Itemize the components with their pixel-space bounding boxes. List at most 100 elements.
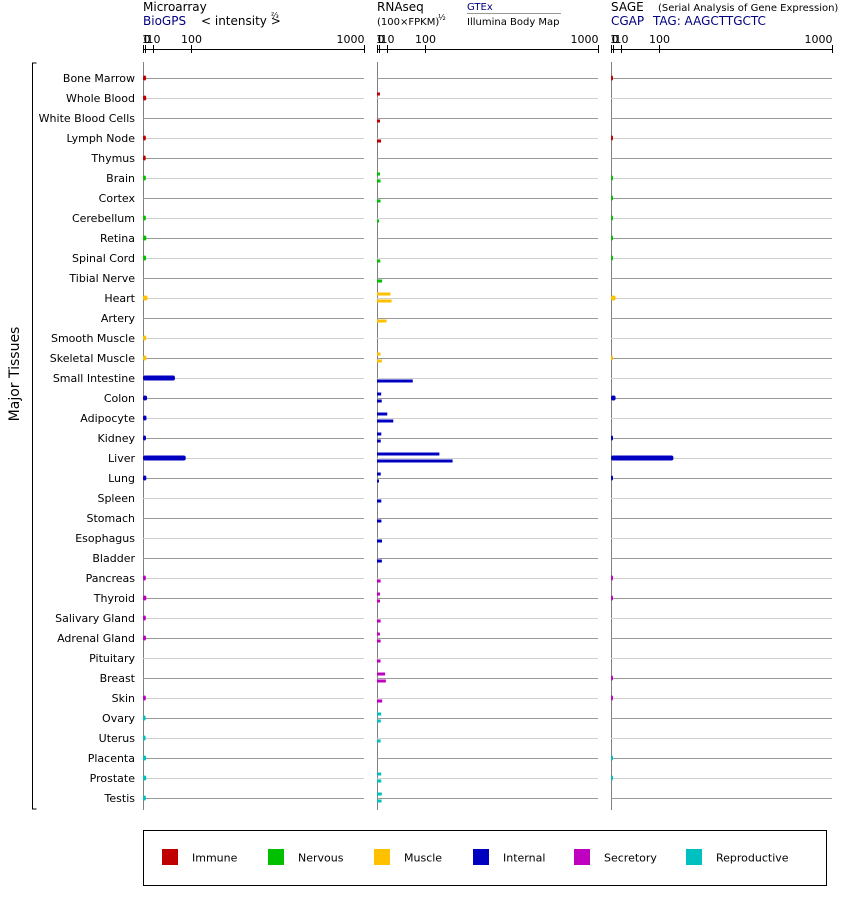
tissue-label: Spleen bbox=[97, 492, 135, 505]
rnaseq-title: RNAseq bbox=[377, 0, 424, 14]
tick-label: 10 bbox=[147, 33, 161, 46]
expression-bar bbox=[611, 215, 613, 221]
expression-bar bbox=[143, 75, 147, 81]
expression-bar bbox=[377, 659, 381, 663]
expression-bar bbox=[143, 95, 147, 101]
expression-bar bbox=[143, 455, 186, 461]
expression-bar bbox=[143, 335, 147, 341]
expression-bar bbox=[143, 395, 148, 401]
tissue-label: Breast bbox=[100, 672, 136, 685]
expression-bar bbox=[377, 679, 386, 683]
expression-bar bbox=[611, 235, 613, 241]
microarray-scale-exponent: ⅔ bbox=[271, 11, 279, 20]
tissue-label: Lymph Node bbox=[66, 132, 135, 145]
tissue-bracket bbox=[32, 62, 37, 810]
tick-label: 1000 bbox=[805, 33, 833, 46]
legend-swatch-muscle bbox=[374, 849, 390, 865]
sage-subtitle: (Serial Analysis of Gene Expression) bbox=[658, 3, 838, 14]
tissue-label: Bone Marrow bbox=[63, 72, 135, 85]
legend-label-secretory: Secretory bbox=[604, 852, 657, 865]
legend-swatch-immune bbox=[162, 849, 178, 865]
expression-bar bbox=[377, 619, 381, 623]
tick-label: 1 bbox=[142, 33, 149, 46]
tissue-label: Adipocyte bbox=[80, 412, 135, 425]
expression-bar bbox=[377, 179, 381, 183]
expression-bar bbox=[377, 432, 382, 436]
microarray-source: BioGPS bbox=[143, 14, 186, 28]
expression-bar bbox=[377, 199, 381, 203]
legend-swatch-secretory bbox=[574, 849, 590, 865]
expression-bar bbox=[377, 139, 382, 143]
expression-bar bbox=[143, 135, 146, 141]
panel-headers: Microarray BioGPS < intensity > ⅔ RNAseq… bbox=[143, 0, 838, 28]
tissue-label: Smooth Muscle bbox=[51, 332, 135, 345]
tissue-label: Skeletal Muscle bbox=[50, 352, 135, 365]
expression-bar bbox=[377, 479, 379, 483]
rnaseq-gtex-label: GTEx bbox=[467, 2, 493, 13]
tissue-label: Ovary bbox=[102, 712, 135, 725]
legend-label-immune: Immune bbox=[192, 852, 238, 865]
expression-bar bbox=[377, 499, 382, 503]
expression-bar bbox=[611, 475, 613, 481]
tissue-label: Uterus bbox=[99, 732, 136, 745]
legend-swatch-internal bbox=[473, 849, 489, 865]
expression-bar bbox=[143, 575, 146, 581]
legend-label-reproductive: Reproductive bbox=[716, 852, 789, 865]
tissue-label: White Blood Cells bbox=[39, 112, 136, 125]
expression-bar bbox=[611, 175, 613, 181]
expression-bar bbox=[377, 519, 382, 523]
expression-bar bbox=[377, 392, 382, 396]
expression-bar bbox=[611, 455, 674, 461]
expression-bar bbox=[611, 695, 613, 701]
tick-label: 0 bbox=[612, 33, 619, 46]
tissue-label: Thymus bbox=[90, 152, 135, 165]
tick-label: 1000 bbox=[337, 33, 365, 46]
tissue-label: Colon bbox=[104, 392, 135, 405]
microarray-title: Microarray bbox=[143, 0, 207, 14]
expression-bar bbox=[377, 172, 381, 176]
expression-bar bbox=[377, 299, 392, 303]
expression-bar bbox=[377, 792, 382, 796]
expression-bar bbox=[377, 719, 381, 723]
tissue-labels: Bone Marrow Whole Blood White Blood Cells L… bbox=[39, 72, 136, 805]
expression-bar bbox=[143, 175, 146, 181]
sage-source: CGAP bbox=[611, 14, 644, 28]
tissue-label: Placenta bbox=[88, 752, 135, 765]
expression-bar bbox=[143, 295, 148, 301]
expression-bar bbox=[377, 712, 382, 716]
tissue-label: Spinal Cord bbox=[72, 252, 135, 265]
tissue-label: Retina bbox=[100, 232, 135, 245]
expression-bar bbox=[143, 775, 147, 781]
legend-swatch-reproductive bbox=[686, 849, 702, 865]
expression-bar bbox=[143, 615, 146, 621]
expression-bar bbox=[611, 295, 616, 301]
expression-bar bbox=[377, 379, 413, 383]
expression-bar bbox=[377, 639, 381, 643]
expression-bar bbox=[611, 775, 613, 781]
expression-bar bbox=[143, 735, 146, 741]
expression-bar bbox=[377, 419, 394, 423]
expression-bar bbox=[611, 395, 616, 401]
expression-bar bbox=[143, 635, 147, 641]
expression-bar bbox=[377, 412, 388, 416]
legend-label-muscle: Muscle bbox=[404, 852, 442, 865]
expression-bar bbox=[611, 255, 613, 261]
legend-label-nervous: Nervous bbox=[298, 852, 344, 865]
expression-bar bbox=[377, 599, 381, 603]
expression-bar bbox=[143, 235, 147, 241]
expression-bar bbox=[377, 699, 383, 703]
tick-label: 10 bbox=[381, 33, 395, 46]
rnaseq-scale-exponent: ½ bbox=[438, 13, 446, 22]
expression-bar bbox=[377, 779, 382, 783]
tissue-label: Adrenal Gland bbox=[57, 632, 135, 645]
expression-bar bbox=[143, 215, 146, 221]
expression-bar bbox=[611, 575, 613, 581]
expression-bar bbox=[611, 595, 613, 601]
expression-bar bbox=[143, 415, 147, 421]
tissue-label: Prostate bbox=[90, 772, 136, 785]
expression-bar bbox=[377, 439, 381, 443]
expression-bar bbox=[377, 799, 382, 803]
tissue-label: Stomach bbox=[86, 512, 135, 525]
expression-bar bbox=[377, 772, 382, 776]
